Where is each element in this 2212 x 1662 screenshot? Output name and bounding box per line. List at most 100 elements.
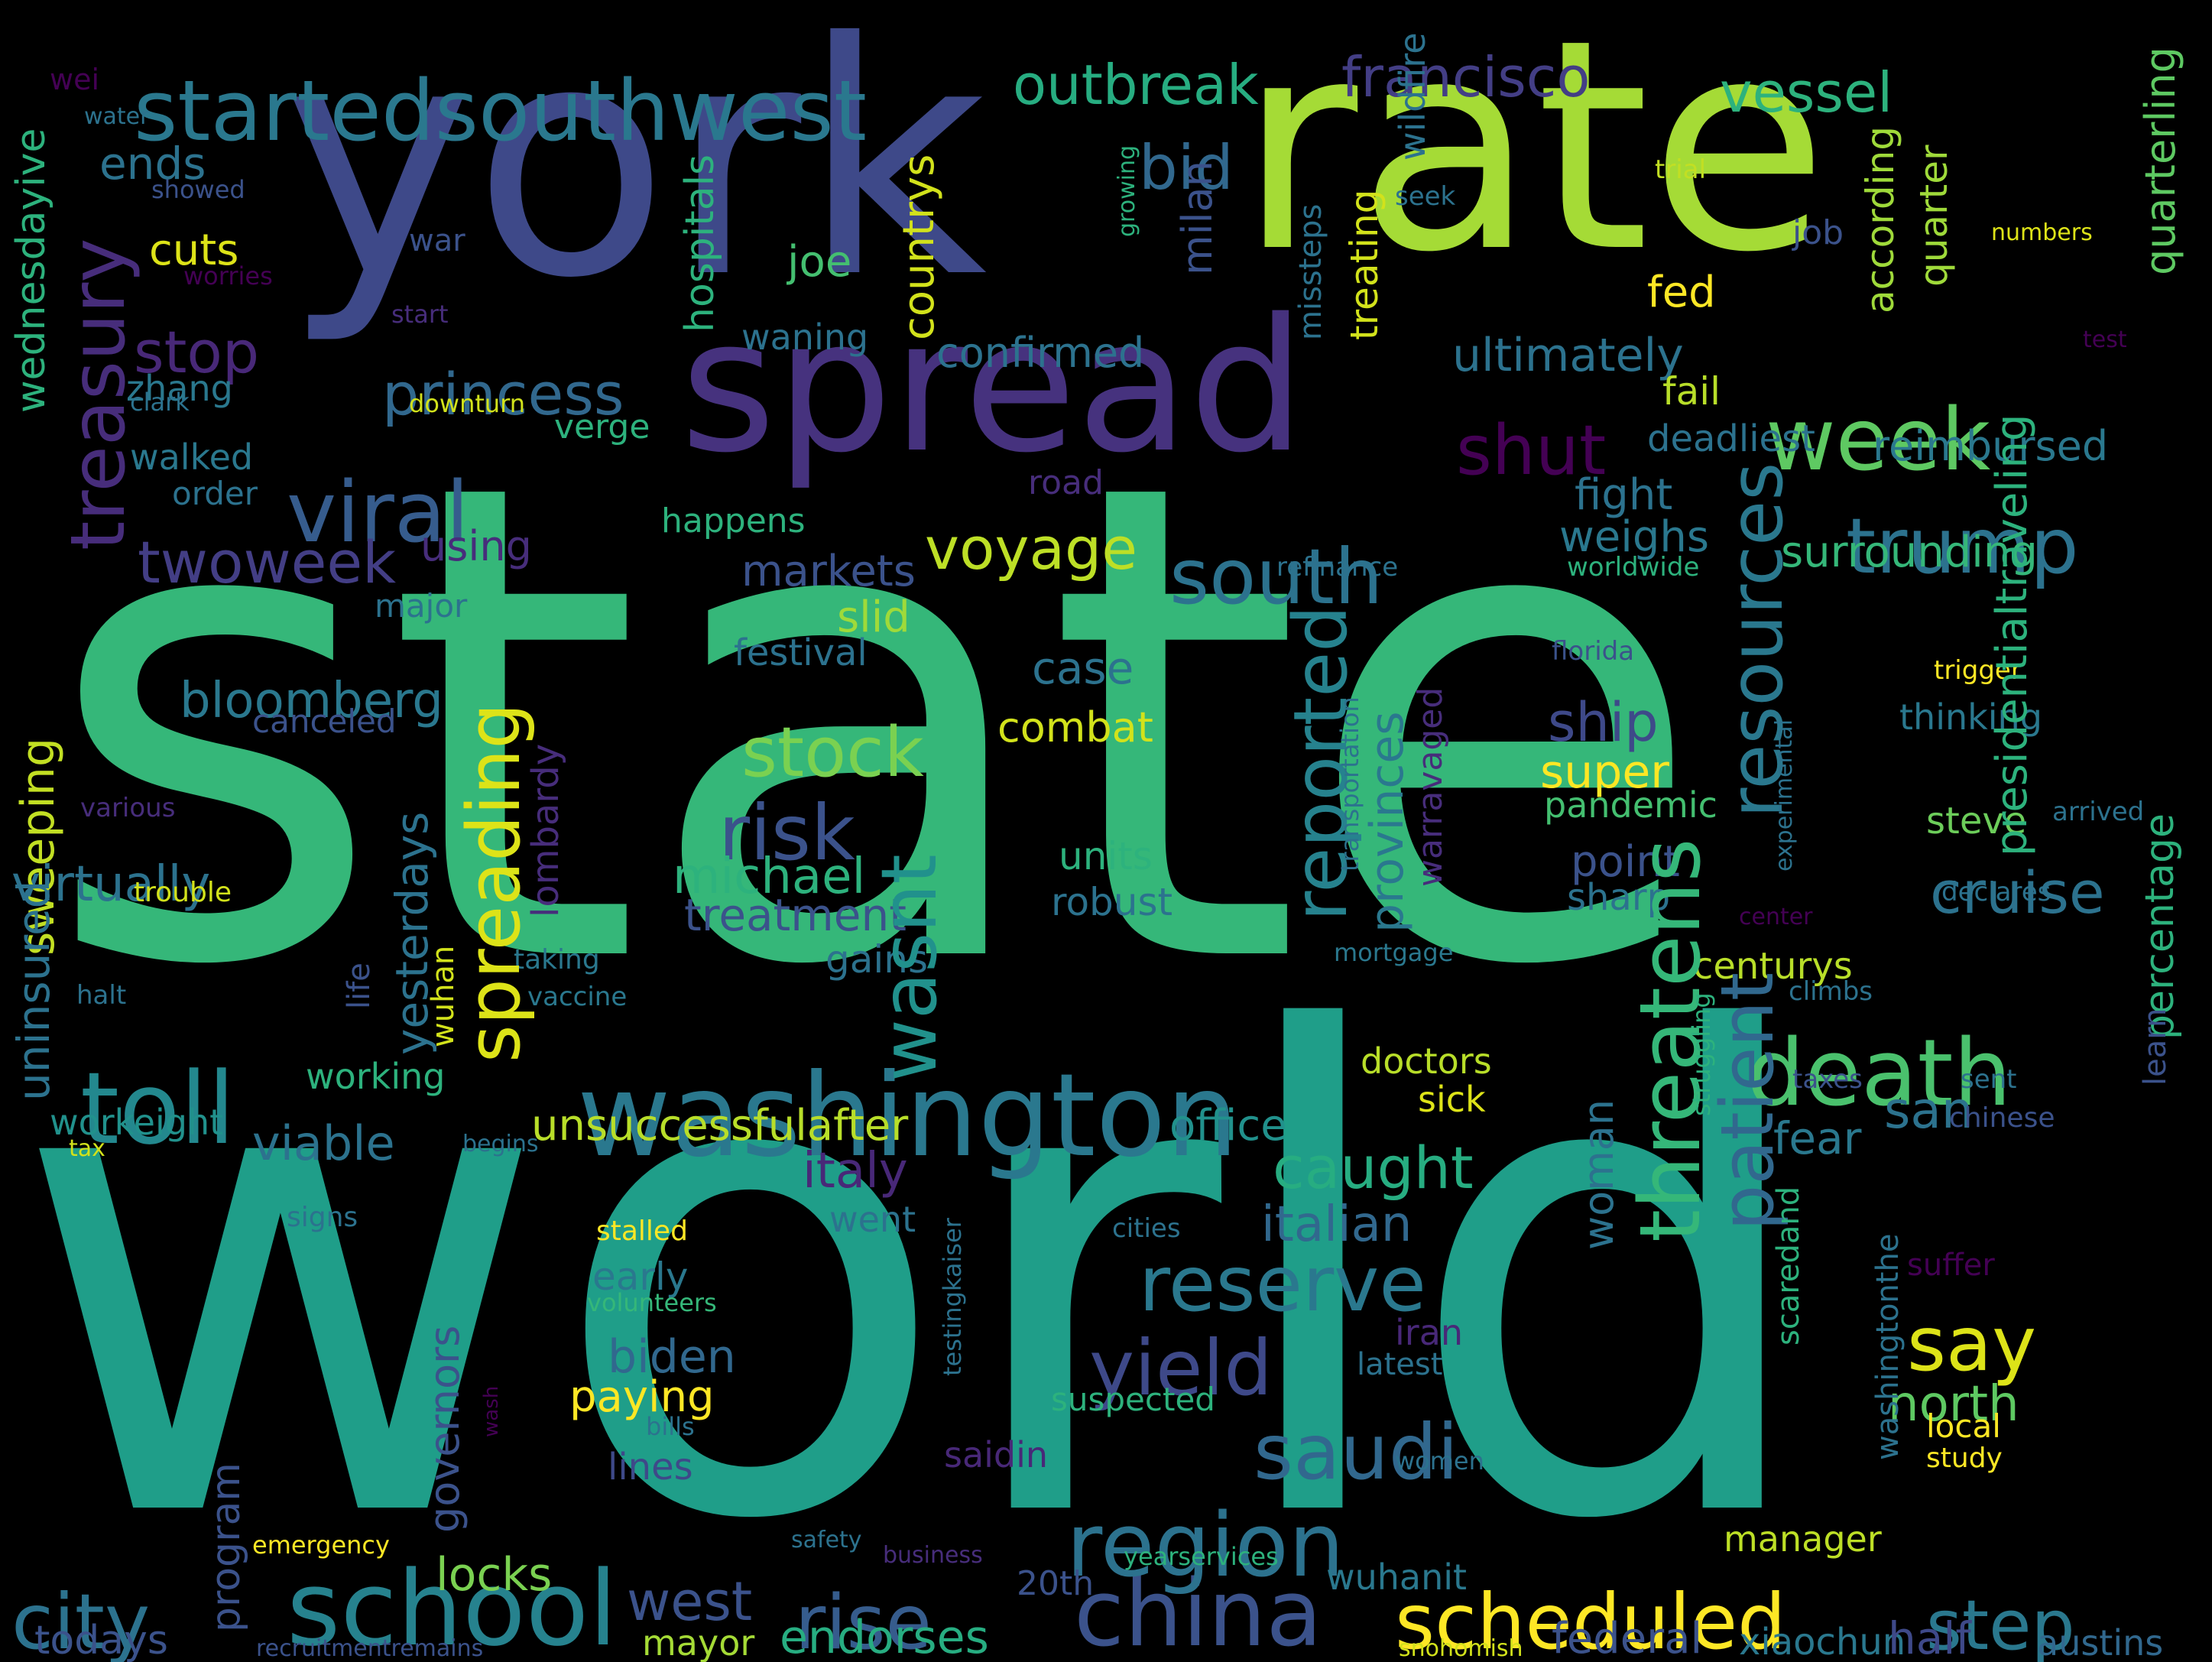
word-chinese: chinese [1949, 1102, 2055, 1134]
word-wuhan: wuhan [426, 945, 461, 1047]
word-todays: todays [34, 1618, 168, 1662]
word-world: world [11, 898, 1821, 1662]
word-missteps: missteps [1293, 203, 1328, 340]
word-iran: iran [1395, 1312, 1464, 1353]
word-test: test [2083, 326, 2127, 353]
word-step: step [1926, 1586, 2075, 1662]
word-lombardy: lombardy [524, 743, 567, 917]
word-xiaochun: xiaochun [1739, 1621, 1906, 1662]
word-trouble: trouble [134, 877, 232, 908]
word-saidin: saidin [944, 1434, 1049, 1475]
word-percentage: percentage [2137, 813, 2183, 1040]
word-region: region [1066, 1495, 1344, 1597]
word-robust: robust [1051, 880, 1173, 924]
word-job: job [1792, 213, 1844, 252]
word-lines: lines [608, 1446, 693, 1488]
word-life: life [342, 962, 377, 1009]
word-snohomish: snohomish [1399, 1635, 1523, 1662]
word-milan: milan [1173, 161, 1221, 275]
word-verge: verge [554, 407, 650, 446]
word-stalled: stalled [596, 1216, 688, 1247]
word-manager: manager [1724, 1518, 1882, 1560]
word-federal: federal [1552, 1614, 1703, 1662]
word-seek: seek [1395, 181, 1456, 212]
word-fight: fight [1575, 470, 1673, 520]
word-sick: sick [1418, 1079, 1486, 1120]
word-halt: halt [76, 980, 127, 1011]
word-stop: stop [134, 318, 260, 386]
word-unsuccessfulafter: unsuccessfulafter [531, 1101, 909, 1151]
word-wuhanit: wuhanit [1326, 1557, 1468, 1598]
word-joe: joe [787, 237, 852, 287]
word-canceled: canceled [252, 703, 397, 740]
word-emergency: emergency [252, 1531, 390, 1560]
word-scaredand: scaredand [1771, 1186, 1806, 1346]
word-toll: toll [80, 1050, 235, 1167]
word-arrived: arrived [2052, 797, 2145, 827]
word-doctors: doctors [1361, 1040, 1492, 1082]
word-center: center [1739, 904, 1813, 930]
word-mortgage: mortgage [1334, 938, 1454, 967]
word-volunteers: volunteers [587, 1288, 717, 1317]
word-local: local [1926, 1407, 2001, 1445]
word-ultimately: ultimately [1452, 329, 1684, 382]
word-outbreak: outbreak [1013, 53, 1259, 117]
word-struggling: struggling [1687, 992, 1716, 1116]
word-surrounding: surrounding [1781, 527, 2038, 577]
word-treating: treating [1342, 189, 1387, 340]
word-governors: governors [420, 1325, 469, 1533]
word-worldwide: worldwide [1567, 552, 1700, 583]
word-austins: austins [2037, 1622, 2164, 1662]
word-vaccine: vaccine [527, 982, 628, 1012]
word-princess: princess [382, 360, 624, 428]
word-florida: florida [1552, 636, 1635, 667]
word-risk: risk [718, 788, 855, 878]
word-latest: latest [1357, 1347, 1443, 1382]
word-20th: 20th [1017, 1564, 1095, 1603]
word-endorses: endorses [780, 1611, 989, 1662]
word-twoweek: twoweek [138, 528, 397, 596]
word-case: case [1032, 642, 1134, 694]
word-office: office [1169, 1101, 1287, 1151]
word-transportation: transportation [1335, 696, 1364, 872]
word-cities: cities [1112, 1213, 1181, 1244]
word-wash: wash [480, 1385, 503, 1437]
word-walked: walked [130, 437, 254, 478]
word-treatment: treatment [684, 889, 907, 941]
word-slid: slid [837, 592, 910, 642]
word-clark: clark [130, 388, 190, 417]
word-scheduled: scheduled [1395, 1577, 1786, 1662]
word-combat: combat [997, 703, 1153, 751]
word-zhang: zhang [126, 368, 233, 409]
word-locks: locks [436, 1548, 553, 1602]
word-learn: learn [2138, 1008, 2173, 1086]
word-washington: washington [577, 1050, 1239, 1183]
word-paying: paying [569, 1372, 715, 1422]
word-virtually: virtually [11, 856, 211, 913]
word-weighs: weighs [1559, 512, 1710, 562]
word-gains: gains [825, 937, 929, 982]
word-road: road [1028, 463, 1104, 502]
word-fear: fear [1773, 1112, 1862, 1164]
word-growing: growing [1114, 145, 1140, 237]
word-centurys: centurys [1693, 945, 1853, 988]
word-using: using [420, 522, 532, 570]
word-waning: waning [741, 316, 869, 358]
word-major: major [375, 587, 468, 625]
word-italian: italian [1261, 1196, 1413, 1253]
word-recruitmentremains: recruitmentremains [256, 1635, 484, 1662]
word-reserve: reserve [1139, 1239, 1426, 1329]
word-biden: biden [608, 1330, 736, 1384]
word-business: business [883, 1542, 983, 1569]
word-happens: happens [661, 502, 806, 540]
word-according: according [1858, 126, 1902, 313]
word-rise: rise [795, 1579, 932, 1662]
word-mayor: mayor [642, 1622, 755, 1662]
word-italy: italy [803, 1143, 908, 1199]
word-treasury: treasury [55, 238, 142, 550]
word-confirmed: confirmed [936, 329, 1145, 377]
word-thinking: thinking [1899, 696, 2042, 738]
word-safety: safety [791, 1527, 862, 1553]
word-yearservices: yearservices [1124, 1542, 1279, 1571]
